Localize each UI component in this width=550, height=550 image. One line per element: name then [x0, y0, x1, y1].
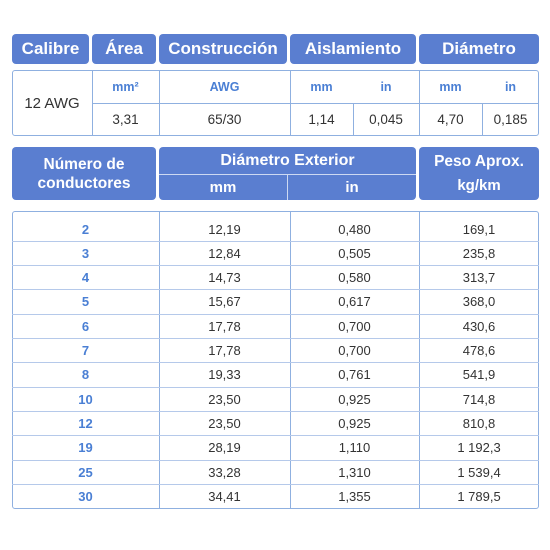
conductores-cell: 10 [78, 391, 93, 407]
table-row: 25 33,28 1,310 1 539,4 [12, 460, 539, 484]
table-row: 10 23,50 0,925 714,8 [12, 387, 539, 411]
table-row: 5 15,67 0,617 368,0 [12, 290, 539, 314]
header-area: Área [92, 34, 156, 64]
diametro-in-cell: 1,355 [338, 488, 371, 504]
diametro-in-cell: 0,700 [338, 318, 371, 334]
peso-cell: 541,9 [462, 367, 496, 383]
unit-aislamiento-in: in [380, 79, 392, 94]
header-numero-conductores: Número de conductores [12, 147, 156, 200]
table-row: 6 17,78 0,700 430,6 [12, 314, 539, 338]
diametro-mm-cell: 34,41 [208, 488, 241, 504]
header-peso-group: Peso Aprox. kg/km [419, 147, 539, 200]
diametro-mm-cell: 23,50 [208, 415, 241, 431]
table-row: 2 12,19 0,480 169,1 [12, 217, 539, 241]
header-diametro-exterior: Diámetro Exterior [220, 151, 355, 169]
diametro-in-cell: 0,617 [338, 294, 371, 310]
conductores-cell: 8 [81, 367, 90, 383]
conductores-cell: 5 [81, 294, 90, 310]
diametro-mm-cell: 33,28 [208, 464, 241, 480]
value-aislamiento-in: 0,045 [369, 112, 403, 127]
diametro-mm-cell: 19,33 [208, 367, 241, 383]
peso-cell: 810,8 [462, 415, 496, 431]
unit-aislamiento-mm: mm [310, 79, 333, 94]
header-peso-unit: kg/km [457, 177, 501, 194]
conductores-cell: 25 [78, 464, 93, 480]
conductores-cell: 2 [81, 221, 90, 237]
conductores-cell: 6 [81, 318, 90, 334]
diametro-mm-cell: 14,73 [208, 270, 241, 286]
diametro-in-cell: 1,110 [338, 440, 371, 456]
diametro-in-cell: 0,580 [338, 270, 371, 286]
peso-cell: 478,6 [462, 343, 496, 358]
header-in: in [345, 179, 359, 196]
diametro-in-cell: 0,505 [338, 245, 371, 261]
value-area: 3,31 [112, 112, 139, 127]
diametro-mm-cell: 15,67 [208, 294, 241, 310]
peso-cell: 1 192,3 [457, 440, 501, 456]
header-calibre: Calibre [12, 34, 89, 64]
header-mm: mm [209, 179, 237, 196]
peso-cell: 368,0 [462, 294, 496, 310]
diametro-in-cell: 0,925 [338, 415, 371, 431]
diametro-mm-cell: 17,78 [208, 343, 241, 358]
conductores-cell: 7 [81, 343, 90, 358]
header-peso: Peso Aprox. [434, 152, 524, 170]
calibre-value: 12 AWG [24, 94, 80, 112]
peso-cell: 1 539,4 [457, 464, 501, 480]
diametro-mm-cell: 12,84 [208, 245, 241, 261]
unit-diametro-mm: mm [439, 79, 462, 94]
peso-cell: 169,1 [462, 221, 496, 237]
peso-cell: 1 789,5 [457, 488, 501, 504]
data-table-frame [12, 211, 539, 509]
peso-cell: 714,8 [462, 391, 496, 407]
diametro-in-cell: 0,700 [338, 343, 371, 358]
unit-diametro-in: in [504, 79, 517, 94]
header-diametro-exterior-group: Diámetro Exterior mm in [159, 147, 416, 200]
table-row: 19 28,19 1,110 1 192,3 [12, 436, 539, 460]
table-row: 12 23,50 0,925 810,8 [12, 411, 539, 435]
header-aislamiento: Aislamiento [290, 34, 416, 64]
table-row: 30 34,41 1,355 1 789,5 [12, 484, 539, 508]
peso-cell: 430,6 [462, 318, 496, 334]
header-construccion: Construcción [159, 34, 287, 64]
table-row: 4 14,73 0,580 313,7 [12, 266, 539, 290]
header-diametro: Diámetro [419, 34, 539, 64]
conductores-cell: 3 [81, 245, 90, 261]
conductores-cell: 12 [78, 415, 93, 431]
table-row: 7 17,78 0,700 478,6 [12, 339, 539, 363]
diametro-mm-cell: 12,19 [208, 221, 241, 237]
diametro-mm-cell: 17,78 [208, 318, 241, 334]
unit-area: mm² [112, 79, 139, 94]
peso-cell: 313,7 [462, 270, 496, 286]
diametro-in-cell: 0,761 [338, 367, 371, 383]
value-diametro-in: 0,185 [493, 112, 528, 127]
diametro-in-cell: 1,310 [338, 464, 371, 480]
unit-construccion: AWG [209, 79, 240, 94]
conductores-cell: 19 [78, 440, 93, 456]
diametro-mm-cell: 28,19 [208, 440, 241, 456]
diametro-mm-cell: 23,50 [208, 391, 241, 407]
value-aislamiento-mm: 1,14 [308, 112, 335, 127]
table-row: 3 12,84 0,505 235,8 [12, 241, 539, 265]
table-row: 8 19,33 0,761 541,9 [12, 363, 539, 387]
conductores-cell: 4 [81, 270, 90, 286]
value-diametro-mm: 4,70 [437, 112, 464, 127]
peso-cell: 235,8 [462, 245, 496, 261]
value-construccion: 65/30 [207, 112, 242, 127]
diametro-in-cell: 0,480 [338, 221, 371, 237]
diametro-in-cell: 0,925 [338, 391, 371, 407]
conductores-cell: 30 [78, 488, 93, 504]
